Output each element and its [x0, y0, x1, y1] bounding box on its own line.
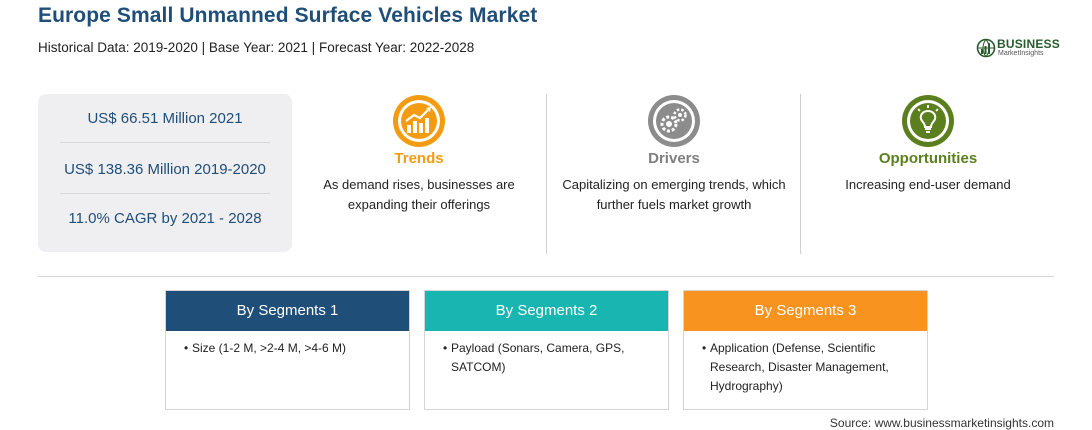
- trends-text: As demand rises, businesses are expandin…: [323, 177, 515, 212]
- lightbulb-icon: [902, 95, 954, 147]
- globe-logo-icon: [976, 38, 996, 58]
- opportunities-card: Opportunities Increasing end-user demand: [808, 94, 1048, 195]
- segment-2-list: Payload (Sonars, Camera, GPS, SATCOM): [425, 331, 668, 377]
- segment-card-1: By Segments 1 Size (1-2 M, >2-4 M, >4-6 …: [165, 290, 410, 410]
- page-subtitle: Historical Data: 2019-2020 | Base Year: …: [38, 40, 475, 55]
- segment-1-list: Size (1-2 M, >2-4 M, >4-6 M): [166, 331, 409, 358]
- logo-tagline: MarketInsights: [998, 50, 1044, 57]
- trends-title: Trends: [394, 150, 444, 167]
- segment-card-2: By Segments 2 Payload (Sonars, Camera, G…: [424, 290, 669, 410]
- segment-1-header: By Segments 1: [166, 291, 409, 331]
- opportunities-text: Increasing end-user demand: [845, 177, 1011, 192]
- list-item: Size (1-2 M, >2-4 M, >4-6 M): [184, 339, 395, 358]
- drivers-card: Drivers Capitalizing on emerging trends,…: [554, 94, 794, 215]
- trends-card: Trends As demand rises, businesses are e…: [299, 94, 539, 215]
- divider: [546, 94, 547, 254]
- market-stats-panel: US$ 66.51 Million 2021 US$ 138.36 Millio…: [38, 94, 292, 252]
- market-value-stat: US$ 66.51 Million 2021: [87, 110, 243, 127]
- gears-icon: [648, 95, 700, 147]
- divider: [60, 142, 270, 143]
- cagr-stat: 11.0% CAGR by 2021 - 2028: [68, 210, 262, 227]
- logo-name: BUSINESS: [997, 37, 1060, 51]
- segment-3-header: By Segments 3: [684, 291, 927, 331]
- trending-up-chart-icon: [393, 95, 445, 147]
- historical-value-stat: US$ 138.36 Million 2019-2020: [64, 161, 266, 178]
- divider: [800, 94, 801, 254]
- list-item: Payload (Sonars, Camera, GPS, SATCOM): [443, 339, 654, 377]
- drivers-title: Drivers: [648, 150, 700, 167]
- divider: [38, 276, 1054, 277]
- opportunities-title: Opportunities: [878, 150, 978, 167]
- source-link[interactable]: Source: www.businessmarketinsights.com: [829, 416, 1054, 430]
- drivers-text: Capitalizing on emerging trends, which f…: [562, 177, 786, 212]
- page-title: Europe Small Unmanned Surface Vehicles M…: [38, 4, 538, 27]
- brand-logo[interactable]: BUSINESS MarketInsights: [976, 36, 1066, 60]
- segment-card-3: By Segments 3 Application (Defense, Scie…: [683, 290, 928, 410]
- divider: [60, 193, 270, 194]
- segment-3-list: Application (Defense, Scientific Researc…: [684, 331, 927, 396]
- list-item: Application (Defense, Scientific Researc…: [702, 339, 913, 396]
- segment-2-header: By Segments 2: [425, 291, 668, 331]
